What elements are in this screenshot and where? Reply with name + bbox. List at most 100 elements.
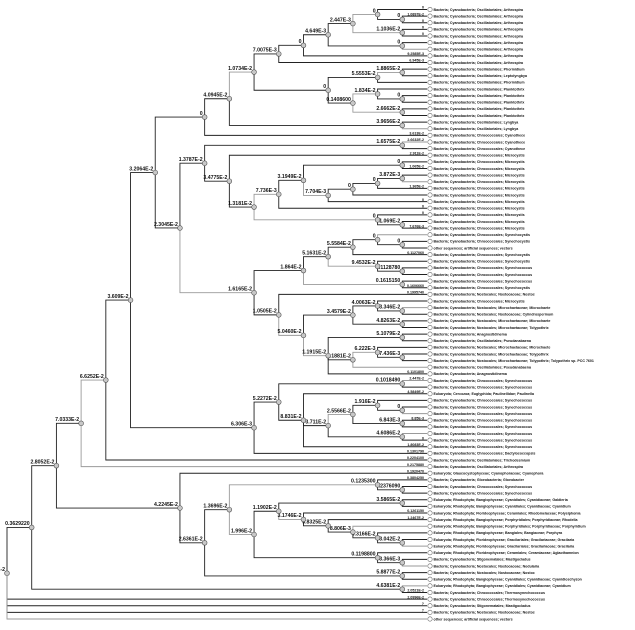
tree-branch bbox=[401, 503, 427, 507]
internal-node bbox=[276, 399, 282, 405]
leaf-node bbox=[427, 53, 433, 59]
branch-length-label: 1.0734E-2 bbox=[228, 66, 252, 72]
leaf-node bbox=[427, 291, 433, 297]
leaf-node bbox=[427, 152, 433, 158]
tree-branch bbox=[377, 77, 427, 83]
branch-length-label: 1.8865E-2 bbox=[376, 66, 400, 72]
branch-length-label: 6.306E-3 bbox=[231, 422, 252, 428]
leaf-node bbox=[427, 40, 433, 46]
branch-length-label: 5.0460E-2 bbox=[278, 329, 302, 335]
leaf-node bbox=[427, 305, 433, 311]
taxon-label: Bacteria; Cyanobacteria; Chroococcales; … bbox=[434, 438, 533, 442]
tree-branch bbox=[253, 427, 427, 454]
tree-branch bbox=[204, 117, 427, 136]
leaf-node bbox=[427, 596, 433, 602]
internal-node bbox=[276, 51, 282, 57]
leaf-node bbox=[427, 364, 433, 370]
branch-length-label: 3.5865E-2 bbox=[376, 497, 400, 503]
leaf-node bbox=[427, 510, 433, 516]
internal-node bbox=[325, 192, 331, 199]
internal-node bbox=[374, 263, 381, 269]
tree-branch bbox=[253, 401, 279, 428]
taxon-label: Bacteria; Cyanobacteria; Chroococcales; … bbox=[434, 419, 533, 423]
taxon-label: Bacteria; Cyanobacteria; Nostocales; Mic… bbox=[434, 319, 551, 323]
branch-length-label: 0 bbox=[373, 234, 376, 240]
tree-branch bbox=[352, 414, 403, 425]
internal-node bbox=[251, 290, 257, 296]
leaf-node bbox=[427, 146, 433, 152]
tree-branch bbox=[278, 293, 427, 315]
leaf-node bbox=[427, 20, 433, 26]
branch-length-label: 1.8083E-2 bbox=[407, 443, 424, 447]
tree-branch bbox=[204, 98, 230, 118]
internal-node bbox=[399, 487, 405, 493]
leaf-node bbox=[427, 66, 433, 72]
taxon-label: Bacteria; Cyanobacteria; Chroococcales; … bbox=[434, 140, 526, 144]
branch-length-label: 3.4775E-2 bbox=[203, 175, 227, 181]
leaf-node bbox=[427, 46, 433, 52]
branch-length-label: 1.1915E-2 bbox=[302, 349, 326, 355]
taxon-label: Bacteria; Cyanobacteria; Chroococcales; … bbox=[434, 154, 525, 158]
taxon-label: Bacteria; Cyanobacteria; Chroococcales; … bbox=[434, 286, 530, 290]
tree-branch bbox=[401, 125, 427, 130]
taxon-label: Bacteria; Cyanobacteria; Chroococcales; … bbox=[434, 405, 533, 409]
leaf-node bbox=[427, 278, 433, 284]
branch-length-label: 1.864E-2 bbox=[280, 264, 301, 270]
branch-length-label: 0.1606660 bbox=[407, 284, 424, 288]
tree-branch bbox=[377, 177, 403, 184]
internal-node bbox=[177, 225, 183, 231]
internal-node bbox=[325, 253, 331, 260]
tree-branch bbox=[401, 539, 427, 543]
internal-node bbox=[350, 244, 356, 250]
branch-length-label: 4.6381E-2 bbox=[376, 583, 400, 589]
tree-branch bbox=[401, 68, 427, 73]
taxon-label: Bacteria; Cyanobacteria; Oscillatoriales… bbox=[434, 94, 525, 98]
leaf-node bbox=[427, 358, 433, 364]
tree-branch bbox=[401, 410, 427, 415]
branch-length-label: 0 bbox=[422, 6, 424, 10]
internal-node bbox=[399, 162, 405, 168]
branch-length-label: 0 bbox=[397, 40, 400, 46]
branch-length-label: 9.2585E-3 bbox=[407, 52, 424, 56]
branch-length-label: 0 bbox=[373, 8, 376, 14]
internal-node bbox=[350, 312, 356, 318]
tree-branch bbox=[303, 256, 329, 271]
tree-branch bbox=[253, 207, 378, 221]
taxon-label: Bacteria; Cyanobacteria; Oscillatoriales… bbox=[434, 48, 525, 52]
internal-node bbox=[300, 516, 307, 523]
tree-branch bbox=[204, 509, 230, 543]
tree-branch bbox=[278, 179, 304, 195]
branch-length-label: 0 bbox=[200, 111, 203, 117]
branch-length-label: 1.069E-2 bbox=[379, 219, 400, 225]
leaf-node bbox=[427, 172, 433, 178]
branch-length-label: 0 bbox=[397, 93, 400, 99]
leaf-node bbox=[427, 166, 433, 172]
taxon-label: Bacteria; Cyanobacteria; Nostocales; Mic… bbox=[434, 352, 549, 356]
tree-branch bbox=[401, 486, 427, 490]
tree-branch bbox=[278, 402, 304, 421]
branch-length-label: 2.0996E-2 bbox=[407, 595, 424, 599]
leaf-node bbox=[427, 324, 433, 330]
taxon-label: Bacteria; Cyanobacteria; Oscillatoriales… bbox=[434, 87, 525, 91]
taxon-label: Bacteria; Cyanobacteria; Chroococcales; … bbox=[434, 445, 533, 449]
branch-length-label: 1.1902E-2 bbox=[253, 505, 277, 511]
leaf-node bbox=[427, 192, 433, 198]
tree-branch bbox=[401, 307, 427, 311]
branch-length-label: 3.872E-3 bbox=[379, 172, 400, 178]
taxon-label: Bacteria; Cyanobacteria; Chroococcales; … bbox=[434, 213, 525, 217]
taxon-label: Bacteria; Cyanobacteria; Nostocales; Nos… bbox=[434, 571, 535, 575]
tree-branch bbox=[327, 34, 403, 47]
tree-branch bbox=[278, 502, 403, 512]
branch-length-label: 2.447E-3 bbox=[330, 17, 351, 23]
tree-branch bbox=[401, 542, 427, 547]
tree-branch bbox=[6, 573, 427, 600]
internal-node bbox=[374, 535, 381, 541]
internal-node bbox=[251, 531, 257, 538]
tree-branch bbox=[352, 239, 378, 248]
taxon-label: Bacteria; Cyanobacteria; Oscillatoriales… bbox=[434, 366, 532, 370]
internal-node bbox=[325, 523, 331, 529]
tree-branch bbox=[154, 116, 205, 173]
taxon-label: Bacteria; Cyanobacteria; Chroococcales; … bbox=[434, 233, 530, 237]
leaf-node bbox=[427, 113, 433, 119]
tree-branch bbox=[401, 45, 427, 50]
